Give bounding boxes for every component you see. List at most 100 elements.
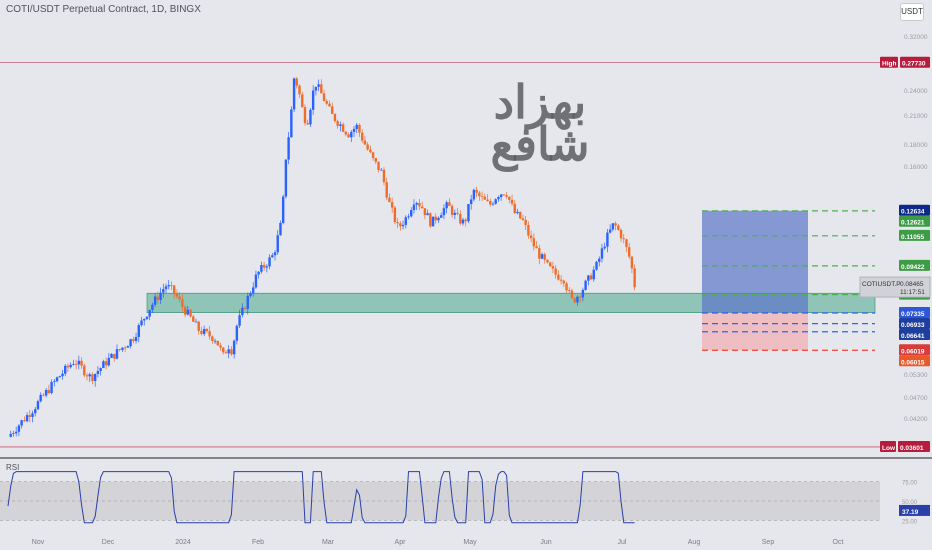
candle-body — [85, 375, 89, 377]
candle-body — [118, 349, 121, 351]
candle-body — [557, 274, 560, 280]
price-label-level: 0.06933 — [901, 322, 925, 329]
price-label-entry-bg — [899, 307, 930, 319]
candle-body — [197, 321, 200, 331]
candle-body — [437, 217, 440, 221]
x-tick-label: Oct — [833, 539, 844, 546]
price-axis — [880, 0, 932, 550]
candle-body — [407, 216, 410, 218]
candle-body — [96, 370, 100, 374]
price-label-range-top: 0.12634 — [901, 209, 925, 216]
candle-body — [628, 247, 631, 257]
candle-body — [99, 368, 102, 371]
candle-body — [546, 259, 549, 263]
candle-body — [64, 365, 67, 374]
x-tick-label: Jun — [540, 539, 551, 546]
candle-body — [510, 199, 514, 204]
low-value-bg — [898, 440, 930, 452]
candle-body — [625, 239, 628, 248]
candle-body — [20, 420, 23, 426]
candle-body — [535, 246, 538, 249]
candle-body — [412, 204, 416, 211]
price-label-entry: 0.07335 — [901, 311, 925, 318]
candle-body — [489, 201, 492, 205]
candle-body — [440, 215, 443, 218]
candle-body — [12, 433, 15, 435]
candle-body — [14, 431, 18, 434]
candle-body — [382, 169, 386, 183]
x-tick-label: Aug — [688, 539, 701, 546]
candle-body — [61, 373, 64, 377]
x-tick-label: Sep — [762, 539, 775, 546]
candle-body — [153, 296, 157, 305]
candle-body — [426, 213, 429, 216]
price-label-target-2-bg — [899, 229, 930, 241]
candle-body — [350, 131, 353, 138]
candle-body — [170, 285, 173, 286]
candle-body — [159, 292, 162, 301]
candle-body — [292, 78, 296, 110]
candle-body — [320, 84, 323, 94]
candle-body — [633, 268, 636, 288]
candle-body — [148, 309, 151, 317]
price-label-stop: 0.06019 — [901, 348, 925, 355]
candle-body — [230, 349, 233, 355]
candle-body — [325, 101, 328, 104]
candle-body — [606, 232, 609, 247]
candle-body — [213, 340, 217, 342]
candle-body — [36, 401, 40, 410]
candle-body — [211, 336, 214, 342]
candle-body — [189, 309, 192, 317]
watermark-line2: شافع — [490, 118, 589, 172]
candle-body — [459, 213, 462, 224]
candle-body — [497, 197, 500, 200]
chart-title: COTI/USDT Perpetual Contract, 1D, BINGX — [6, 4, 201, 15]
y-tick-label: 0.32000 — [904, 34, 928, 41]
candle-body — [423, 208, 427, 216]
candle-body — [371, 152, 375, 159]
candle-body — [576, 296, 579, 303]
candle-body — [538, 248, 541, 259]
candle-body — [396, 222, 399, 224]
x-tick-label: Mar — [322, 539, 335, 546]
candle-body — [102, 361, 105, 369]
candle-body — [336, 121, 339, 126]
symbol-tag-bg — [859, 276, 931, 298]
candle-body — [333, 113, 337, 122]
candle-body — [232, 340, 236, 355]
candle-body — [614, 223, 617, 226]
candle-body — [72, 364, 75, 365]
candle-body — [374, 158, 378, 162]
candle-body — [42, 394, 45, 396]
rsi-line — [7, 471, 635, 524]
candle-body — [478, 192, 481, 197]
candle-body — [483, 196, 486, 200]
candle-body — [554, 268, 557, 275]
candle-body — [194, 321, 198, 323]
candle-body — [306, 123, 309, 125]
candle-body — [418, 203, 421, 207]
candle-body — [475, 189, 478, 193]
candle-body — [519, 211, 522, 219]
candle-body — [287, 137, 290, 160]
candle-body — [429, 213, 432, 227]
candle-body — [23, 420, 26, 422]
rsi-level-label: 50.00 — [902, 500, 918, 506]
candle-body — [491, 203, 495, 205]
candle-body — [28, 415, 31, 417]
candle-body — [113, 353, 116, 359]
x-tick-label: 2024 — [175, 539, 191, 546]
candle-body — [494, 199, 497, 204]
candle-body — [548, 262, 552, 267]
price-label-target-3-bg — [899, 215, 930, 227]
x-tick-label: Dec — [102, 539, 115, 546]
price-label-level: 0.06641 — [901, 333, 925, 340]
candle-body — [480, 196, 484, 198]
candle-body — [388, 197, 391, 203]
candle-body — [167, 285, 170, 287]
candle-body — [472, 189, 476, 200]
support-zone — [146, 292, 876, 313]
candle-body — [145, 316, 149, 319]
currency-button[interactable]: USDT — [900, 3, 924, 21]
